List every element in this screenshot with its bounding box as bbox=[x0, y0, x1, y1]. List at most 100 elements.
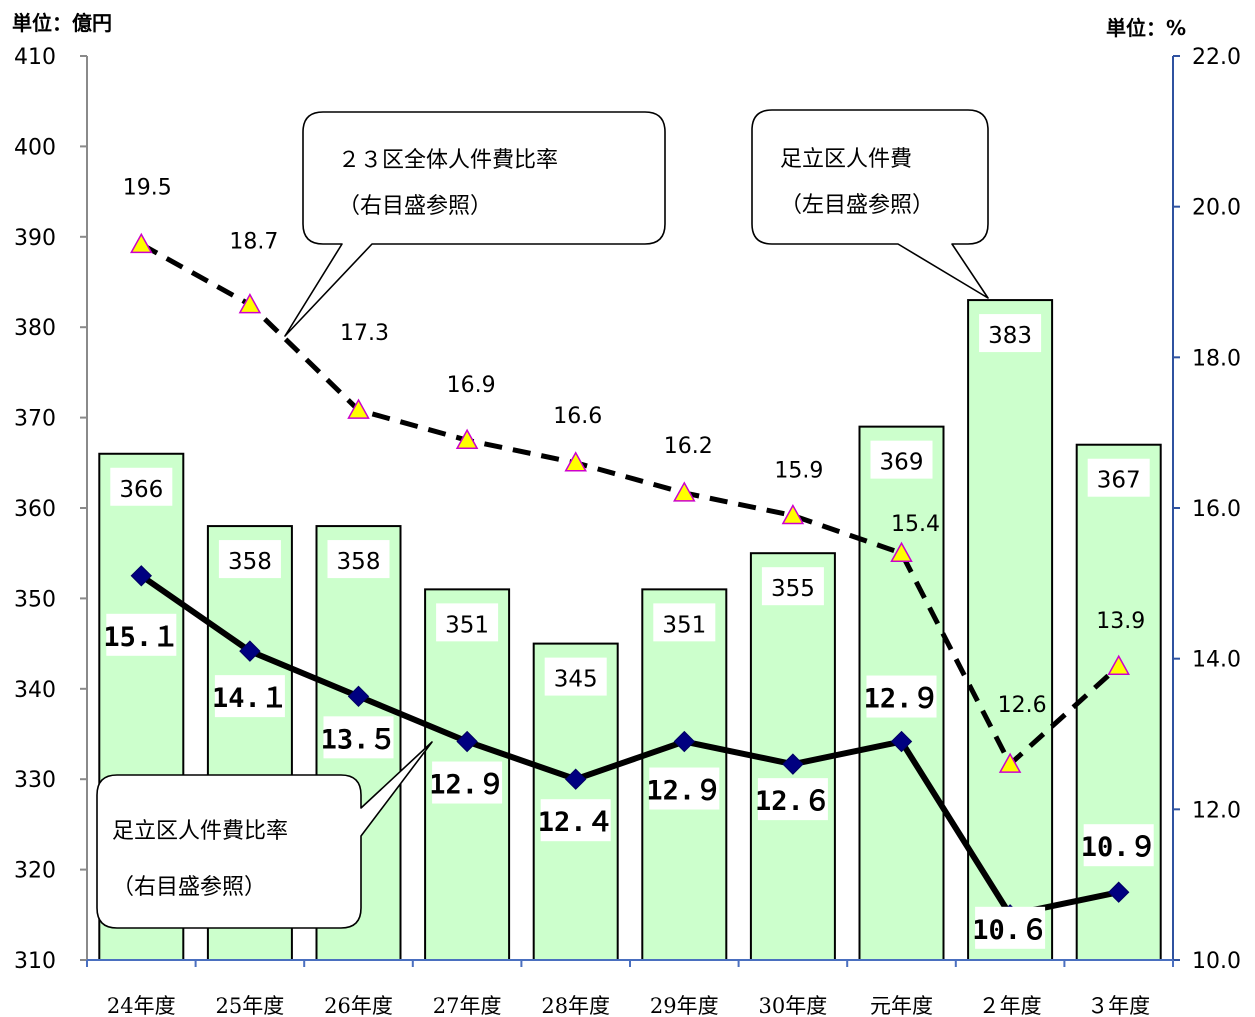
ratio-value-label: 10.９ bbox=[1081, 832, 1157, 863]
ratio-label-bg bbox=[432, 761, 503, 804]
left-tick-label: 370 bbox=[14, 407, 56, 432]
callout-adachi-cost-shape bbox=[751, 109, 989, 299]
bar-value-label: 351 bbox=[662, 612, 706, 638]
x-tick-label: 27年度 bbox=[433, 994, 502, 1017]
triangle-marker bbox=[564, 451, 587, 472]
x-tick-label: 25年度 bbox=[216, 994, 285, 1017]
right-tick-label: 16.0 bbox=[1192, 497, 1241, 522]
ratio-label-bg bbox=[866, 675, 937, 718]
triangle-marker bbox=[1107, 654, 1130, 675]
ratio-label-bg bbox=[323, 716, 394, 759]
bar bbox=[967, 299, 1054, 961]
callout-adachi-ratio-shape bbox=[96, 741, 433, 929]
total-value-label: 15.9 bbox=[774, 459, 823, 484]
triangle-marker bbox=[781, 503, 805, 525]
callout-23ku-shape bbox=[284, 111, 666, 337]
bar-label-bg bbox=[761, 567, 824, 606]
right-tick-label: 22.0 bbox=[1192, 45, 1241, 70]
total-value-label: 19.5 bbox=[123, 175, 172, 200]
total-value-label: 15.4 bbox=[891, 512, 940, 537]
right-tick-label: 14.0 bbox=[1192, 648, 1241, 673]
x-tick-label: 24年度 bbox=[107, 994, 176, 1017]
ratio-value-label: 12.９ bbox=[646, 776, 722, 807]
bar-label-bg bbox=[327, 540, 390, 579]
diamond-marker bbox=[239, 640, 261, 662]
left-tick-label: 310 bbox=[14, 949, 56, 974]
left-tick-label: 400 bbox=[14, 135, 56, 160]
diamond-marker bbox=[673, 730, 696, 753]
bar-label-bg bbox=[436, 603, 499, 642]
bar-label-bg bbox=[110, 467, 173, 506]
triangle-marker bbox=[998, 752, 1022, 773]
bar-label-bg bbox=[870, 440, 933, 479]
x-tick-label: ３年度 bbox=[1087, 994, 1150, 1017]
total-value-label: 18.7 bbox=[229, 230, 278, 255]
x-tick-label: 26年度 bbox=[324, 994, 393, 1017]
ratio-value-label: 12.９ bbox=[864, 684, 940, 715]
left-tick-label: 330 bbox=[14, 768, 56, 793]
right-axis-unit: 単位：% bbox=[1106, 16, 1186, 40]
right-tick-label: 20.0 bbox=[1192, 196, 1241, 221]
diamond-marker bbox=[130, 565, 153, 587]
bar-value-label: 366 bbox=[119, 477, 163, 503]
ratio-value-label: 12.６ bbox=[755, 786, 831, 817]
triangle-marker bbox=[130, 232, 153, 254]
left-axis-unit: 単位：億円 bbox=[12, 11, 112, 35]
total-value-label: 16.2 bbox=[664, 434, 713, 459]
left-tick-label: 320 bbox=[14, 859, 56, 884]
ratio-value-label: 13.５ bbox=[321, 724, 397, 755]
callout-adachi-ratio-line-2: （右目盛参照） bbox=[112, 875, 266, 900]
bar-value-label: 345 bbox=[554, 667, 598, 693]
total-value-label: 16.6 bbox=[553, 404, 602, 429]
bar-label-bg bbox=[1087, 458, 1150, 497]
bar-label-bg bbox=[544, 657, 607, 696]
left-tick-label: 390 bbox=[14, 226, 56, 251]
ratio-label-bg bbox=[540, 799, 611, 842]
callout-23ku-line-2: （右目盛参照） bbox=[338, 194, 492, 219]
left-tick-label: 350 bbox=[14, 587, 56, 612]
x-tick-label: ２年度 bbox=[979, 994, 1042, 1017]
ratio-value-label: 14.１ bbox=[212, 683, 288, 714]
triangle-marker bbox=[347, 398, 370, 419]
callout-adachi-ratio-line-1: 足立区人件費比率 bbox=[112, 819, 288, 844]
left-tick-label: 360 bbox=[14, 497, 56, 522]
callout-adachi-cost-line-2: （左目盛参照） bbox=[780, 193, 934, 218]
bar-value-label: 383 bbox=[988, 323, 1032, 349]
bar-value-label: 351 bbox=[445, 612, 489, 638]
bar-value-label: 355 bbox=[771, 576, 815, 602]
triangle-marker bbox=[238, 293, 262, 314]
bar-value-label: 367 bbox=[1097, 468, 1141, 494]
diamond-marker bbox=[347, 685, 370, 708]
series-line-adachi-ratio bbox=[139, 573, 1120, 918]
left-tick-label: 380 bbox=[14, 316, 56, 341]
diamond-marker bbox=[890, 730, 913, 753]
bar-value-label: 358 bbox=[337, 549, 381, 575]
right-tick-label: 18.0 bbox=[1192, 346, 1241, 371]
ratio-value-label: 10.６ bbox=[972, 915, 1048, 946]
diamond-marker bbox=[456, 730, 478, 753]
total-value-label: 12.6 bbox=[998, 693, 1047, 718]
series-line-23ku-ratio bbox=[140, 242, 1121, 767]
ratio-label-bg bbox=[975, 906, 1046, 949]
bar-value-label: 369 bbox=[880, 450, 924, 476]
x-tick-label: 元年度 bbox=[870, 994, 933, 1017]
ratio-label-bg bbox=[757, 778, 828, 821]
triangle-marker bbox=[673, 481, 696, 502]
ratio-label-bg bbox=[214, 675, 285, 718]
ratio-label-bg bbox=[649, 767, 720, 810]
x-tick-label: 30年度 bbox=[759, 994, 828, 1017]
ratio-value-label: 12.４ bbox=[538, 807, 614, 838]
left-tick-label: 340 bbox=[14, 678, 56, 703]
bar-label-bg bbox=[979, 314, 1042, 353]
triangle-marker bbox=[890, 541, 913, 562]
right-tick-label: 12.0 bbox=[1192, 798, 1241, 823]
callout-23ku-line-1: ２３区全体人件費比率 bbox=[338, 148, 558, 173]
total-value-label: 17.3 bbox=[340, 321, 389, 346]
diamond-marker bbox=[1107, 881, 1130, 903]
diamond-marker bbox=[564, 768, 587, 790]
ratio-value-label: 12.９ bbox=[429, 770, 505, 801]
ratio-value-label: 15.１ bbox=[103, 622, 179, 653]
triangle-marker bbox=[455, 428, 479, 449]
bar-label-bg bbox=[653, 603, 716, 642]
